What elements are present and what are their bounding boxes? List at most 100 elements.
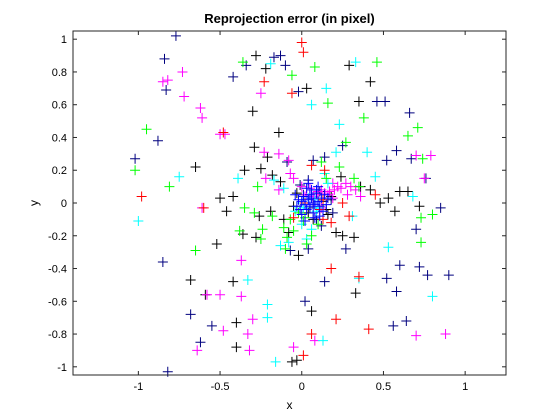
plus-marker <box>319 165 330 176</box>
plus-marker <box>349 232 360 243</box>
plus-marker <box>383 193 394 204</box>
plus-marker <box>303 243 314 254</box>
plus-marker <box>260 173 271 184</box>
plus-marker <box>228 71 239 82</box>
plus-marker <box>411 330 422 341</box>
plus-marker <box>190 161 201 172</box>
plus-marker <box>342 189 353 200</box>
plus-marker <box>260 63 271 74</box>
plus-marker <box>195 102 206 113</box>
y-axis-label: y <box>27 200 41 206</box>
plus-marker <box>283 155 294 166</box>
plus-marker <box>170 30 181 41</box>
plus-marker <box>365 76 376 87</box>
plus-marker <box>335 183 346 194</box>
plus-marker <box>321 173 332 184</box>
plus-marker <box>164 181 175 192</box>
plot-area <box>73 31 506 375</box>
plus-marker <box>327 207 338 218</box>
plus-marker <box>370 189 381 200</box>
plus-marker <box>355 191 366 202</box>
plus-marker <box>179 91 190 102</box>
plus-marker <box>362 147 373 158</box>
plus-marker <box>425 150 436 161</box>
plus-marker <box>317 335 328 346</box>
plus-marker <box>309 212 320 223</box>
plus-marker <box>300 216 311 227</box>
plus-marker <box>174 171 185 182</box>
plus-marker <box>252 181 263 192</box>
plus-marker <box>283 237 294 248</box>
plus-marker <box>298 47 309 58</box>
plus-marker <box>353 181 364 192</box>
plus-marker <box>304 201 315 212</box>
plus-marker <box>185 309 196 320</box>
plus-marker <box>288 212 299 223</box>
plus-marker <box>265 58 276 69</box>
plus-marker <box>391 286 402 297</box>
plus-marker <box>334 161 345 172</box>
plus-marker <box>255 163 266 174</box>
plus-marker <box>331 227 342 238</box>
plus-marker <box>419 173 430 184</box>
plus-marker <box>300 296 311 307</box>
plus-marker <box>321 83 332 94</box>
plus-marker <box>273 148 284 159</box>
plus-marker <box>259 147 270 158</box>
plus-marker <box>311 184 322 195</box>
plus-marker <box>247 314 258 325</box>
plus-marker <box>389 206 400 217</box>
plus-marker <box>283 227 294 238</box>
plus-marker <box>295 179 306 190</box>
plus-marker <box>262 299 273 310</box>
plus-marker <box>350 57 361 68</box>
plus-marker <box>177 66 188 77</box>
plus-marker <box>296 181 307 192</box>
plus-marker <box>195 337 206 348</box>
plus-marker <box>228 191 239 202</box>
plus-marker <box>313 219 324 230</box>
plus-marker <box>286 70 297 81</box>
plus-marker <box>298 350 309 361</box>
plus-marker <box>321 199 332 210</box>
y-tick-label: -0.6 <box>48 296 67 308</box>
plus-marker <box>322 193 333 204</box>
plus-marker <box>304 189 315 200</box>
plus-marker <box>228 276 239 287</box>
plus-marker <box>322 98 333 109</box>
plus-marker <box>301 183 312 194</box>
plus-marker <box>285 245 296 256</box>
series-4 <box>130 57 438 256</box>
plus-marker <box>308 155 319 166</box>
x-axis-ticks: -1 -0.5 0 0.5 1 <box>133 31 468 393</box>
plus-marker <box>306 160 317 171</box>
plus-marker <box>255 234 266 245</box>
plus-marker <box>275 50 286 61</box>
plus-marker <box>306 329 317 340</box>
plus-marker <box>190 245 201 256</box>
plus-marker <box>278 183 289 194</box>
plus-marker <box>411 150 422 161</box>
plus-marker <box>242 274 253 285</box>
plus-marker <box>301 83 312 94</box>
plus-marker <box>219 129 230 140</box>
plus-marker <box>394 260 405 271</box>
plus-marker <box>411 224 422 235</box>
plus-marker <box>296 209 307 220</box>
plus-marker <box>236 291 247 302</box>
plus-marker <box>296 37 307 48</box>
plus-marker <box>185 274 196 285</box>
plus-marker <box>291 188 302 199</box>
plus-marker <box>290 189 301 200</box>
plus-marker <box>443 270 454 281</box>
plus-marker <box>337 230 348 241</box>
y-tick-label: 0.6 <box>52 100 67 112</box>
plus-marker <box>159 53 170 64</box>
plus-marker <box>416 237 427 248</box>
plus-marker <box>363 324 374 335</box>
plus-marker <box>295 204 306 215</box>
plus-marker <box>402 186 413 197</box>
y-tick-label: 0.2 <box>52 165 67 177</box>
plus-marker <box>344 60 355 71</box>
plus-marker <box>231 342 242 353</box>
